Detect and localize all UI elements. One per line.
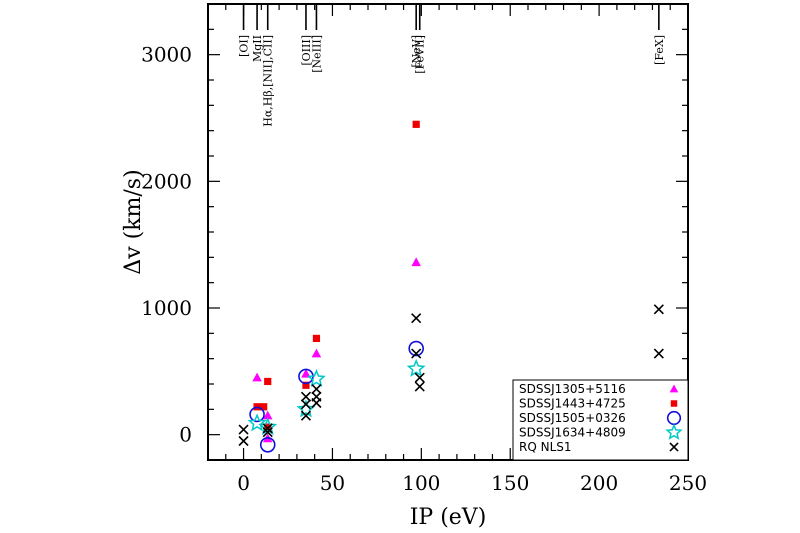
data-point	[414, 372, 425, 383]
y-axis-title: Δv (km/s)	[121, 169, 146, 274]
data-point	[264, 377, 272, 386]
emission-line-label: [OI]	[238, 35, 251, 57]
data-point	[411, 348, 422, 359]
y-tick-label: 2000	[141, 169, 192, 193]
data-points	[238, 120, 664, 453]
legend-marker	[669, 442, 679, 452]
data-point	[408, 340, 424, 357]
emission-line-label: [FeVII]	[414, 35, 427, 74]
emission-line-label: [NeV]	[410, 35, 423, 68]
data-point	[406, 358, 426, 377]
data-point	[311, 348, 322, 358]
y-tick-label: 0	[179, 423, 192, 447]
data-point	[262, 410, 273, 420]
data-point	[411, 313, 422, 324]
emission-line-label: [OIII]	[300, 35, 313, 66]
legend-entry-label: SDSSJ1305+5116	[519, 382, 626, 396]
emission-line-label: [FeX]	[653, 35, 666, 65]
emission-line-label: [NeIII]	[310, 35, 323, 73]
data-point	[238, 424, 249, 435]
x-tick-label: 0	[237, 471, 250, 495]
data-point	[653, 348, 664, 359]
legend-marker	[669, 384, 679, 393]
plot-frame	[207, 3, 689, 461]
emission-line-label: Hα,Hβ,[NII],CII]	[262, 35, 275, 127]
data-point	[259, 436, 276, 453]
data-point	[311, 391, 322, 402]
x-tick-label: 200	[580, 471, 618, 495]
data-point	[312, 334, 321, 342]
data-point	[252, 372, 262, 382]
data-point	[300, 391, 312, 402]
data-point	[311, 384, 322, 395]
x-tick-label: 100	[402, 471, 440, 495]
data-point	[264, 423, 272, 431]
legend-entry-label: SDSSJ1634+4809	[519, 426, 626, 440]
legend-entry-label: SDSSJ1505+0326	[519, 411, 626, 425]
x-axis-title: IP (eV)	[410, 505, 487, 530]
legend-entry-label: RQ NLS1	[519, 440, 572, 454]
data-point	[260, 403, 268, 411]
data-point	[411, 257, 421, 267]
data-point	[653, 304, 664, 315]
data-point	[412, 120, 420, 128]
data-point	[249, 406, 265, 423]
x-tick-label: 150	[491, 471, 529, 495]
legend-entry-label: SDSSJ1443+4725	[519, 397, 626, 411]
legend-marker	[665, 423, 683, 440]
emission-line-label: MgII	[251, 35, 264, 62]
data-point	[301, 368, 311, 378]
x-tick-label: 250	[669, 471, 707, 495]
legend-marker	[670, 400, 678, 407]
data-point	[300, 410, 312, 421]
y-tick-label: 1000	[141, 296, 192, 320]
data-point	[247, 413, 267, 432]
data-point	[302, 381, 310, 389]
data-point	[414, 381, 425, 392]
data-point	[258, 417, 278, 436]
data-point	[262, 427, 273, 438]
x-tick-label: 50	[320, 471, 345, 495]
legend-box	[512, 379, 689, 461]
data-point	[238, 435, 249, 447]
data-point	[306, 368, 326, 387]
axis-ticks: 0 50 100 150 200 250 0 1000 2000 3000	[141, 3, 707, 495]
y-tick-label: 3000	[141, 43, 192, 67]
data-point	[262, 423, 273, 434]
data-point	[300, 399, 312, 410]
legend: SDSSJ1305+5116SDSSJ1443+4725SDSSJ1505+03…	[512, 379, 689, 461]
